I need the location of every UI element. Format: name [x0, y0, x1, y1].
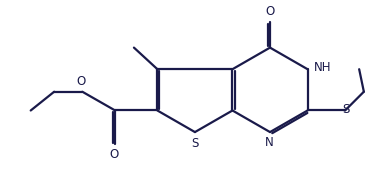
Text: N: N — [265, 136, 274, 149]
Text: S: S — [191, 137, 199, 150]
Text: NH: NH — [314, 61, 332, 74]
Text: O: O — [265, 5, 275, 18]
Text: S: S — [342, 103, 350, 116]
Text: O: O — [109, 148, 119, 161]
Text: O: O — [77, 75, 86, 88]
